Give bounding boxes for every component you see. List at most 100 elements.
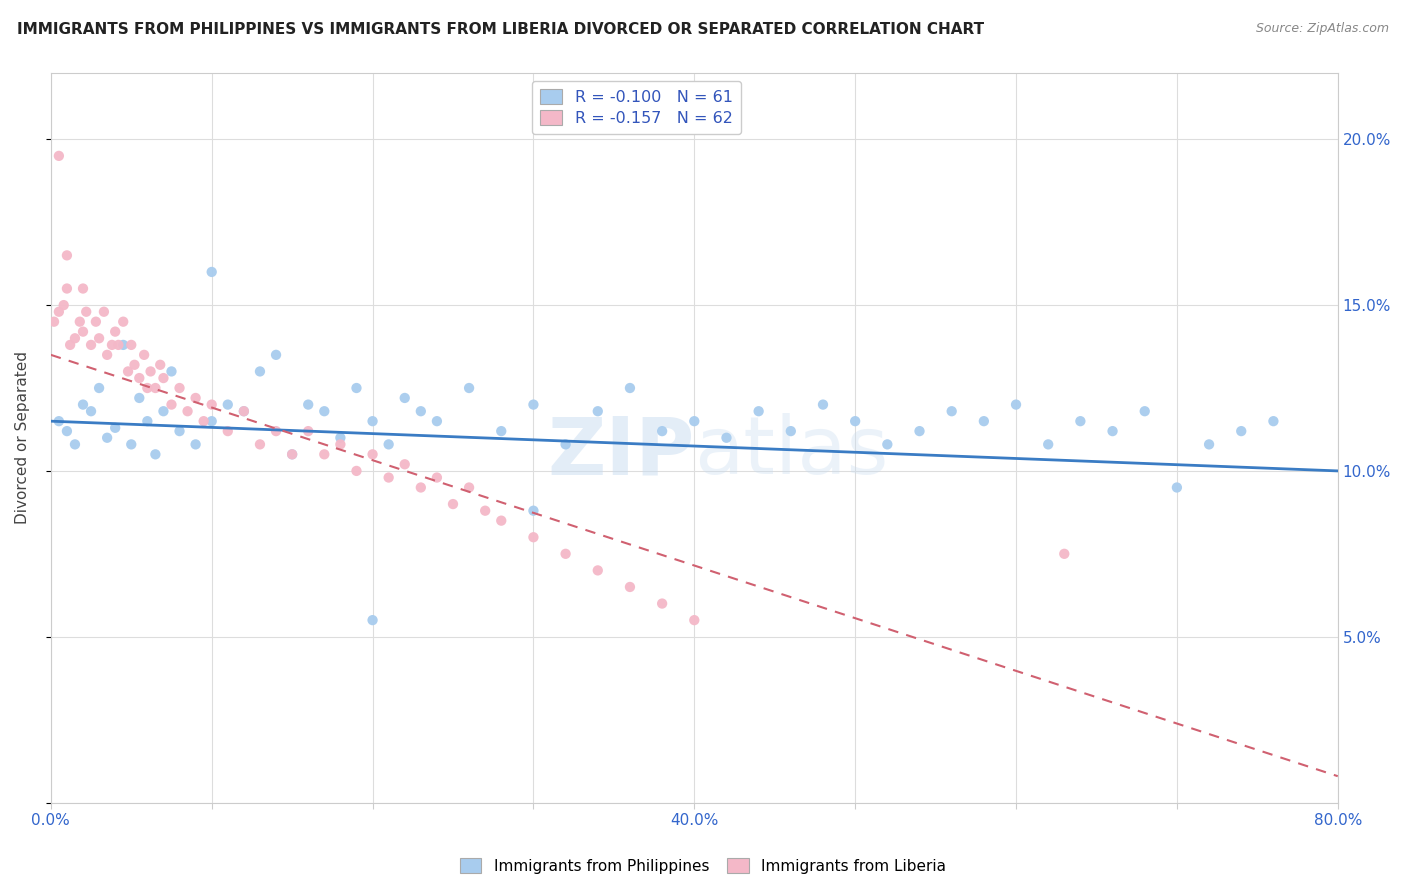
Point [361, 414, 384, 428]
Point [683, 613, 706, 627]
Point [80, 338, 103, 352]
Point [75, 304, 97, 318]
Point [193, 414, 215, 428]
Point [1230, 424, 1253, 438]
Point [42, 315, 65, 329]
Point [56, 424, 79, 438]
Point [409, 481, 432, 495]
Point [56, 281, 79, 295]
Point [160, 364, 183, 378]
Point [441, 497, 464, 511]
Point [149, 358, 172, 372]
Point [201, 265, 224, 279]
Text: ZIP: ZIP [547, 413, 695, 491]
Point [619, 381, 641, 395]
Point [96, 431, 118, 445]
Point [80, 404, 103, 418]
Point [136, 414, 159, 428]
Point [124, 358, 146, 372]
Point [145, 381, 167, 395]
Point [394, 391, 416, 405]
Point [128, 371, 150, 385]
Text: Source: ZipAtlas.com: Source: ZipAtlas.com [1256, 22, 1389, 36]
Point [314, 447, 336, 461]
Point [72, 281, 94, 295]
Point [264, 424, 287, 438]
Point [112, 315, 135, 329]
Point [107, 338, 129, 352]
Point [72, 325, 94, 339]
Point [69, 315, 91, 329]
Point [160, 398, 183, 412]
Point [329, 437, 352, 451]
Point [87, 381, 110, 395]
Point [377, 437, 399, 451]
Point [876, 437, 898, 451]
Point [139, 364, 162, 378]
Point [184, 437, 207, 451]
Point [48, 414, 70, 428]
Point [361, 447, 384, 461]
Point [554, 437, 576, 451]
Point [201, 414, 224, 428]
Text: IMMIGRANTS FROM PHILIPPINES VS IMMIGRANTS FROM LIBERIA DIVORCED OR SEPARATED COR: IMMIGRANTS FROM PHILIPPINES VS IMMIGRANT… [17, 22, 984, 37]
Point [1198, 437, 1220, 451]
Point [297, 424, 319, 438]
Point [249, 437, 271, 451]
Point [346, 381, 368, 395]
Point [1038, 437, 1060, 451]
Point [522, 530, 544, 544]
Point [361, 613, 384, 627]
Point [426, 470, 449, 484]
Point [104, 325, 127, 339]
Point [941, 404, 963, 418]
Legend: R = -0.100   N = 61, R = -0.157   N = 62: R = -0.100 N = 61, R = -0.157 N = 62 [531, 81, 741, 134]
Point [346, 464, 368, 478]
Point [522, 398, 544, 412]
Point [329, 431, 352, 445]
Point [619, 580, 641, 594]
Point [93, 304, 115, 318]
Point [52, 298, 75, 312]
Point [651, 424, 673, 438]
Point [136, 381, 159, 395]
Point [281, 447, 304, 461]
Point [748, 404, 770, 418]
Point [145, 447, 167, 461]
Point [128, 391, 150, 405]
Point [1101, 424, 1123, 438]
Point [474, 504, 496, 518]
Point [491, 424, 513, 438]
Point [426, 414, 449, 428]
Point [811, 398, 834, 412]
Point [63, 331, 86, 345]
Point [844, 414, 866, 428]
Point [59, 338, 82, 352]
Point [409, 404, 432, 418]
Point [169, 381, 191, 395]
Point [716, 431, 738, 445]
Point [1263, 414, 1285, 428]
Legend: Immigrants from Philippines, Immigrants from Liberia: Immigrants from Philippines, Immigrants … [454, 852, 952, 880]
Point [1166, 481, 1188, 495]
Point [683, 414, 706, 428]
Point [586, 563, 609, 577]
Point [120, 338, 142, 352]
Point [104, 421, 127, 435]
Y-axis label: Divorced or Separated: Divorced or Separated [15, 351, 30, 524]
Point [48, 304, 70, 318]
Point [117, 364, 139, 378]
Point [48, 149, 70, 163]
Point [87, 331, 110, 345]
Point [281, 447, 304, 461]
Point [314, 404, 336, 418]
Point [96, 348, 118, 362]
Point [264, 348, 287, 362]
Point [1069, 414, 1091, 428]
Point [134, 348, 156, 362]
Point [201, 398, 224, 412]
Point [554, 547, 576, 561]
Point [120, 437, 142, 451]
Point [63, 437, 86, 451]
Point [1133, 404, 1156, 418]
